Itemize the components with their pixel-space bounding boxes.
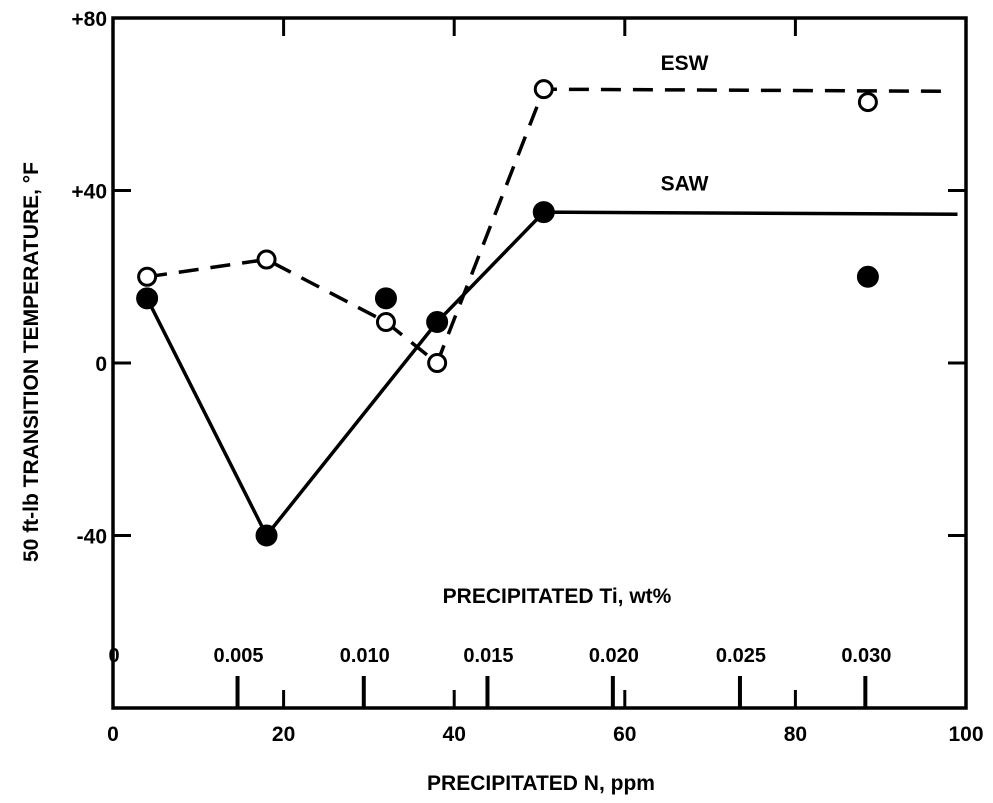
series-lines — [145, 87, 958, 539]
saw-point — [426, 311, 449, 334]
saw-point — [856, 265, 879, 288]
ti-axis-title: PRECIPITATED Ti, wt% — [443, 585, 672, 608]
y-tick-label: 0 — [95, 353, 107, 376]
series-label: ESW — [661, 52, 709, 75]
ti-tick-label: 0.025 — [716, 645, 766, 667]
y-axis-ticks: -40 0 +40 +80 — [71, 8, 966, 549]
x-tick-label: 40 — [443, 723, 466, 746]
esw-point — [375, 312, 396, 333]
series-points — [136, 79, 879, 547]
ti-tick-label: 0.030 — [841, 645, 891, 667]
series-label: SAW — [661, 173, 709, 196]
esw-point — [857, 92, 878, 113]
x-tick-label: 0 — [107, 723, 119, 746]
y-tick-label: -40 — [77, 526, 107, 549]
x-tick-label: 60 — [613, 723, 636, 746]
y-tick-label: +40 — [71, 181, 107, 204]
x-axis-ticks: 0 20 40 60 80 100 — [107, 18, 984, 746]
x-tick-label: 20 — [272, 723, 295, 746]
saw-point — [136, 287, 159, 310]
esw-point — [427, 353, 448, 373]
y-tick-label: +80 — [71, 8, 107, 31]
ti-tick-label: 0 — [108, 645, 119, 667]
esw-point — [533, 79, 554, 100]
ti-tick-label: 0.020 — [589, 645, 639, 667]
ti-tick-label: 0.015 — [463, 645, 513, 667]
esw-point — [137, 266, 158, 287]
ti-tick-label: 0.005 — [214, 645, 264, 667]
series-annotations: ESW SAW — [661, 52, 709, 196]
esw-line — [146, 87, 949, 366]
ti-tick-label: 0.010 — [340, 645, 390, 667]
x-tick-label: 100 — [948, 723, 983, 746]
x-tick-label: 80 — [784, 723, 807, 746]
saw-point — [532, 201, 555, 224]
saw-point — [255, 524, 278, 547]
saw-point — [374, 287, 397, 310]
y-axis-title: 50 ft-lb TRANSITION TEMPERATURE, °F — [20, 162, 43, 562]
ti-axis-ticks: 0 0.005 0.010 0.015 0.020 0.025 0.030 — [108, 645, 891, 708]
x-axis-title: PRECIPITATED N, ppm — [427, 772, 655, 795]
esw-point — [256, 249, 277, 270]
